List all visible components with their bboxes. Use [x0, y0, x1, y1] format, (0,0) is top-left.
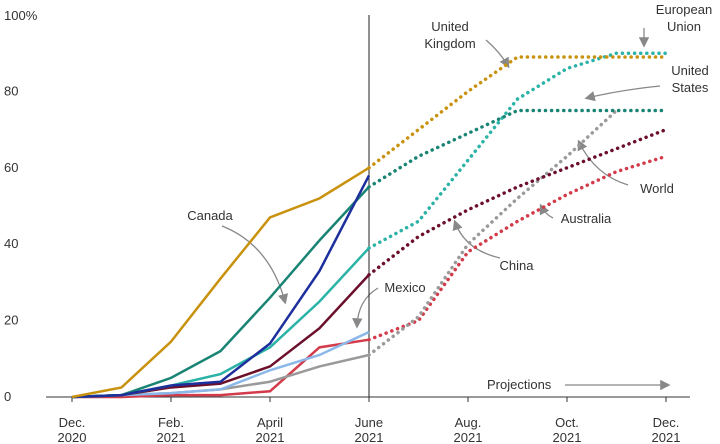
arrow	[584, 85, 661, 102]
x-tick-label: June	[355, 415, 383, 430]
projection-line	[367, 127, 668, 277]
y-tick-label: 100%	[4, 8, 38, 23]
series-label: China	[499, 258, 534, 273]
series-label: Canada	[187, 208, 233, 223]
y-tick-label: 80	[4, 83, 18, 98]
x-tick-label: 2021	[256, 430, 285, 444]
series-label: United States	[671, 63, 709, 95]
series-label: World	[640, 181, 674, 196]
arrow	[452, 219, 501, 259]
x-tick-label: 2021	[454, 430, 483, 444]
x-tick-label: Feb.	[158, 415, 184, 430]
x-tick-label: 2021	[652, 430, 681, 444]
series-line	[71, 174, 371, 399]
arrow	[221, 225, 289, 305]
y-tick-label: 60	[4, 160, 18, 175]
projection-line	[367, 108, 668, 189]
series-line	[72, 338, 370, 399]
annotation-arrows	[221, 28, 671, 391]
y-tick-label: 40	[4, 236, 18, 251]
projection-line	[367, 51, 668, 250]
x-tick-label: Dec.	[59, 415, 86, 430]
arrow	[485, 39, 510, 69]
projection-line	[367, 154, 668, 342]
arrow	[539, 203, 554, 219]
x-tick-label: 2021	[157, 430, 186, 444]
x-tick-label: April	[257, 415, 283, 430]
series-line	[71, 166, 370, 399]
x-tick-label: Oct.	[555, 415, 579, 430]
y-tick-label: 20	[4, 313, 18, 328]
x-tick-label: Dec.	[653, 415, 680, 430]
projection-line	[367, 108, 619, 357]
series-line	[71, 273, 370, 399]
x-tick-label: Aug.	[455, 415, 482, 430]
series-line	[71, 353, 370, 399]
x-tick-label: 2021	[553, 430, 582, 444]
projections-label: Projections	[487, 377, 552, 392]
arrow	[577, 139, 629, 186]
series-label: United Kingdom	[424, 19, 476, 51]
x-tick-label: 2020	[58, 430, 87, 444]
series-label: European Union	[655, 2, 713, 34]
y-tick-label: 0	[4, 389, 11, 404]
x-tick-label: 2021	[355, 430, 384, 444]
arrow	[352, 287, 379, 329]
series-label: Mexico	[384, 280, 426, 295]
series-label: Australia	[560, 211, 612, 226]
projection-line	[367, 55, 668, 170]
